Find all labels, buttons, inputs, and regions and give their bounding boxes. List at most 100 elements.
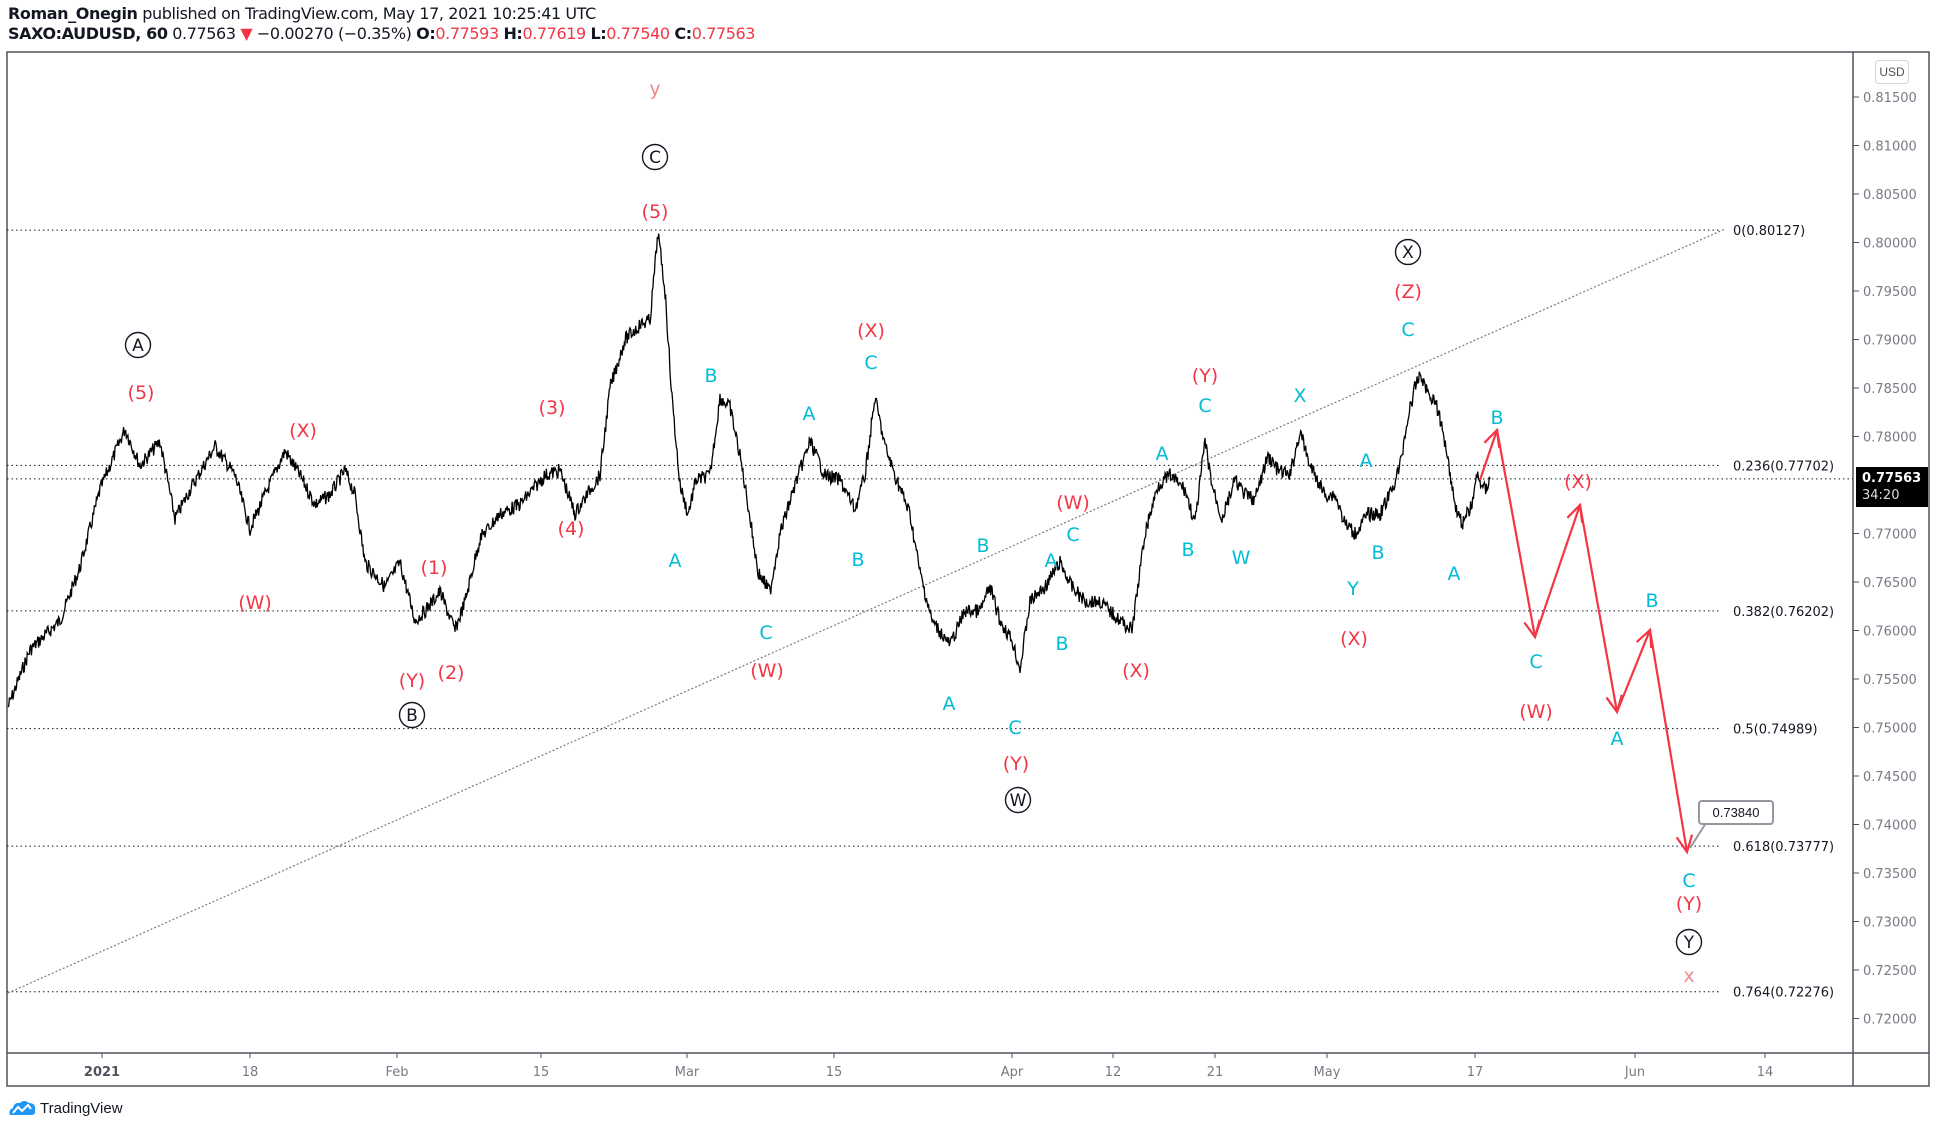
trendline[interactable] [7, 228, 1726, 994]
high-label: H: [503, 24, 523, 43]
price-tick-label: 0.80000 [1863, 237, 1917, 252]
fib-label: 0.5(0.74989) [1733, 723, 1818, 738]
time-tick-label: Jun [1624, 1065, 1645, 1080]
svg-text:A: A [132, 336, 144, 356]
svg-text:W: W [1010, 791, 1027, 811]
wave-label: (1) [421, 557, 448, 579]
projection-arrows[interactable] [1478, 427, 1707, 855]
price-tick-label: 0.81000 [1863, 140, 1917, 155]
wave-label: (X) [857, 320, 885, 342]
wave-label: (X) [289, 420, 317, 442]
circled-wave-icon [641, 143, 669, 171]
price-callout[interactable]: 0.73840 [1698, 800, 1774, 825]
current-price-tag: 0.77563 34:20 [1856, 467, 1928, 507]
wave-label: A [1611, 728, 1624, 750]
wave-label: C [1401, 319, 1414, 341]
open-value: 0.77593 [435, 24, 499, 43]
price-tick-label: 0.77000 [1863, 528, 1917, 543]
wave-label: (Y) [399, 670, 425, 692]
wave-label: (3) [539, 397, 566, 419]
wave-label: B [1645, 590, 1658, 612]
bar-countdown: 34:20 [1862, 488, 1900, 503]
wave-label: A [1360, 450, 1373, 472]
svg-text:C: C [649, 148, 661, 168]
symbol-label: SAXO:AUDUSD, 60 [8, 24, 168, 43]
svg-text:B: B [406, 706, 418, 726]
wave-label: X [1293, 385, 1306, 407]
wave-label: B [976, 535, 989, 557]
wave-label: W [1232, 547, 1251, 569]
wave-label: C [1198, 395, 1211, 417]
price-change: −0.00270 (−0.35%) [256, 24, 412, 43]
circled-wave-icon [1394, 238, 1422, 266]
arrow-segment [1615, 629, 1652, 713]
price-tick-label: 0.79000 [1863, 334, 1917, 349]
close-value: 0.77563 [691, 24, 756, 43]
triangle-down-icon: ▼ [240, 24, 253, 43]
arrow-segment [1495, 429, 1537, 638]
wave-label: (4) [558, 518, 585, 540]
wave-label: B [1055, 633, 1068, 655]
wave-labels: y C (5) A (5) (X) (W) (1) (Y) (2) B (3) (4) A B C (W) A B C… [124, 78, 1703, 987]
wave-label: C [1529, 651, 1542, 673]
wave-label: (Y) [1676, 893, 1702, 915]
low-label: L: [590, 24, 607, 43]
price-tick-label: 0.79500 [1863, 285, 1917, 300]
current-price-value: 0.77563 [1862, 471, 1922, 486]
fibonacci-levels[interactable]: 0(0.80127) 0.236(0.77702) 0.382(0.76202) 0.… [7, 224, 1853, 1001]
wave-label: (W) [1056, 492, 1090, 514]
currency-button[interactable]: USD [1875, 60, 1909, 84]
circled-wave-icon [124, 331, 152, 359]
fib-label: 0(0.80127) [1733, 224, 1805, 239]
time-tick-label: May [1314, 1065, 1341, 1080]
fib-label: 0.618(0.73777) [1733, 840, 1834, 855]
publish-info: Roman_Onegin published on TradingView.co… [8, 4, 596, 23]
wave-label: B [1181, 539, 1194, 561]
tradingview-logo[interactable]: TradingView [7, 1098, 123, 1118]
arrow-segment [1533, 504, 1582, 638]
fib-label: 0.236(0.77702) [1733, 459, 1834, 474]
time-tick-label: 2021 [84, 1065, 120, 1080]
wave-label: (X) [1122, 660, 1150, 682]
wave-label: (Y) [1003, 753, 1029, 775]
price-axis[interactable]: 0.81500 0.81000 0.80500 0.80000 0.79500 0.790… [1853, 91, 1917, 1028]
time-tick-label: 15 [826, 1065, 843, 1080]
arrow-segment [1478, 429, 1499, 481]
price-tick-label: 0.72500 [1863, 964, 1917, 979]
wave-label: C [864, 352, 877, 374]
price-tick-label: 0.76000 [1863, 625, 1917, 640]
price-tick-label: 0.76500 [1863, 576, 1917, 591]
svg-text:X: X [1402, 243, 1414, 263]
fib-label: 0.764(0.72276) [1733, 986, 1834, 1001]
wave-label: (2) [438, 662, 465, 684]
wave-label: Y [1346, 578, 1359, 600]
arrow-segment [1578, 504, 1619, 713]
tradingview-logo-text: TradingView [40, 1099, 123, 1117]
wave-label: B [1490, 407, 1503, 429]
price-series [7, 233, 1491, 708]
time-tick-label: 18 [242, 1065, 259, 1080]
time-axis[interactable]: 2021 18 Feb 15 Mar 15 Apr 12 21 May 17 Jun 14 [84, 1053, 1773, 1080]
wave-label: (W) [238, 592, 272, 614]
price-tick-label: 0.81500 [1863, 91, 1917, 106]
price-tick-label: 0.78500 [1863, 382, 1917, 397]
wave-label: (X) [1340, 628, 1368, 650]
price-tick-label: 0.74500 [1863, 770, 1917, 785]
circled-wave-icon [398, 701, 426, 729]
time-tick-label: 21 [1207, 1065, 1224, 1080]
author-name[interactable]: Roman_Onegin [8, 4, 138, 23]
circled-wave-icon [1675, 928, 1703, 956]
price-tick-label: 0.75000 [1863, 722, 1917, 737]
wave-label: x [1683, 965, 1694, 987]
wave-label: C [1682, 870, 1695, 892]
time-tick-label: Feb [385, 1065, 408, 1080]
wave-label: A [669, 550, 682, 572]
fib-label: 0.382(0.76202) [1733, 605, 1834, 620]
arrow-segment [1648, 629, 1689, 853]
time-tick-label: Mar [675, 1065, 700, 1080]
time-tick-label: Apr [1001, 1065, 1024, 1080]
wave-label: (5) [642, 201, 669, 223]
wave-label: A [1045, 550, 1058, 572]
price-tick-label: 0.73000 [1863, 916, 1917, 931]
